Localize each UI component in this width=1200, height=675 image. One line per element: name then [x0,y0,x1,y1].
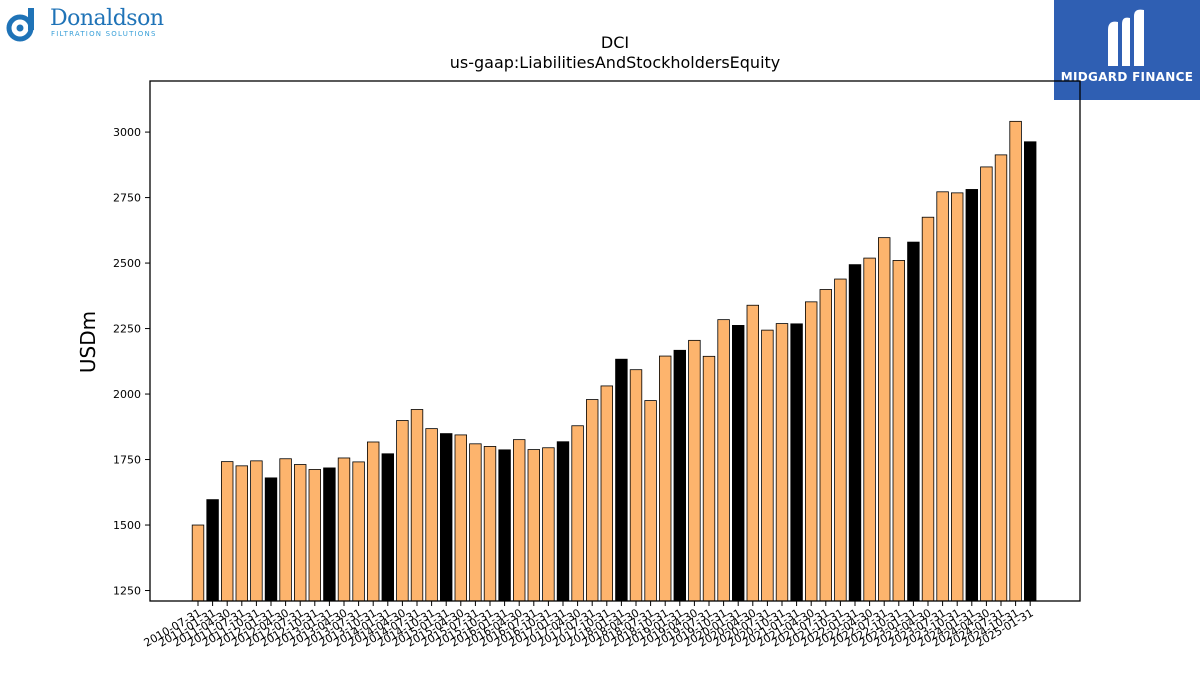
bar-2022-01-31 [848,264,862,602]
bar-2014-07-31 [410,409,424,602]
bar-2021-10-31 [834,278,847,602]
bar-2016-01-31 [498,449,511,602]
y-tick-label: 1750 [113,454,141,467]
donaldson-tagline: FILTRATION SOLUTIONS [51,30,157,38]
bar-2012-01-31 [264,477,278,602]
bar-2015-04-30 [454,434,468,602]
bar-2020-07-31 [761,329,774,602]
bar-2018-07-31 [644,400,657,602]
bar-2023-01-31 [907,241,920,602]
donaldson-wordmark: Donaldson [50,6,164,31]
bar-2011-01-31 [206,499,219,602]
bar-2023-07-31 [936,191,949,602]
y-tick-label: 2000 [113,388,141,401]
bar-2016-07-31 [527,449,541,602]
y-tick-label: 2750 [113,192,141,205]
bar-2018-10-31 [659,355,672,602]
y-axis-label: USDm [76,311,100,373]
bar-2016-04-30 [513,439,526,602]
bar-2024-07-31 [994,154,1008,602]
bar-2017-10-31 [600,385,614,602]
bar-2013-10-31 [366,441,380,602]
bar-2017-04-30 [571,425,584,602]
bar-2019-01-31 [673,349,687,602]
bar-2024-01-31 [965,189,979,602]
bar-2019-07-31 [702,355,716,602]
bar-2018-01-31 [615,358,628,602]
bar-2010-07-31 [191,524,205,602]
bar-2021-01-31 [790,323,803,602]
bar-2013-04-30 [337,457,351,602]
bar-2024-10-31 [1009,120,1022,602]
bar-2018-04-30 [629,369,643,602]
bar-2015-07-31 [469,443,482,602]
bar-2020-01-31 [732,325,745,602]
bar-2013-01-31 [323,467,336,602]
bar-2017-07-31 [586,399,599,602]
bar-2024-04-30 [980,166,993,602]
bar-2015-01-31 [439,433,453,602]
midgard-mark-icon [1108,9,1144,67]
midgard-wordmark: MIDGARD FINANCE [1060,70,1194,84]
y-axis-ticks: 1250 1500 1750 2000 2250 2500 2750 3000 [113,126,150,598]
bar-2014-04-30 [396,420,409,602]
midgard-finance-logo: MIDGARD FINANCE [1054,0,1200,100]
bar-2014-01-31 [381,453,395,602]
bar-2025-01-31 [1024,141,1037,602]
plot-frame [149,80,1081,602]
bar-2013-07-31 [352,461,365,602]
bar-2022-10-31 [892,260,906,602]
bar-2021-04-30 [805,301,818,602]
bar-2014-10-31 [425,428,438,602]
bar-2012-07-31 [293,464,307,602]
donaldson-mark-icon [6,8,34,42]
bar-2022-04-30 [863,257,876,602]
bar-2023-10-31 [951,192,964,602]
chart-title: DCI [601,33,629,52]
bar-2012-04-30 [279,458,292,602]
y-tick-label: 1250 [113,585,141,598]
chart-subtitle: us-gaap:LiabilitiesAndStockholdersEquity [450,53,781,72]
bar-2019-10-31 [717,319,730,602]
bar-2016-10-31 [542,447,555,602]
bar-2017-01-31 [556,441,570,602]
bar-2019-04-30 [688,339,701,602]
bar-2011-10-31 [250,460,263,602]
x-axis-ticks: 2010-07-312011-01-312011-04-302011-07-31… [142,601,1036,650]
bar-2023-04-30 [921,216,935,602]
bar-2011-04-30 [220,461,234,602]
bar-2021-07-31 [819,289,833,602]
y-tick-label: 1500 [113,519,141,532]
bar-2015-10-31 [483,446,497,602]
bar-2020-04-30 [746,304,760,602]
bar-2011-07-31 [235,465,249,602]
bar-2022-07-31 [878,237,891,602]
y-tick-label: 2500 [113,257,141,270]
bars-group [191,120,1037,602]
bar-2012-10-31 [308,469,322,602]
y-tick-label: 2250 [113,323,141,336]
donaldson-logo: Donaldson FILTRATION SOLUTIONS [4,4,184,46]
y-tick-label: 3000 [113,126,141,139]
bar-2020-10-31 [775,323,789,602]
